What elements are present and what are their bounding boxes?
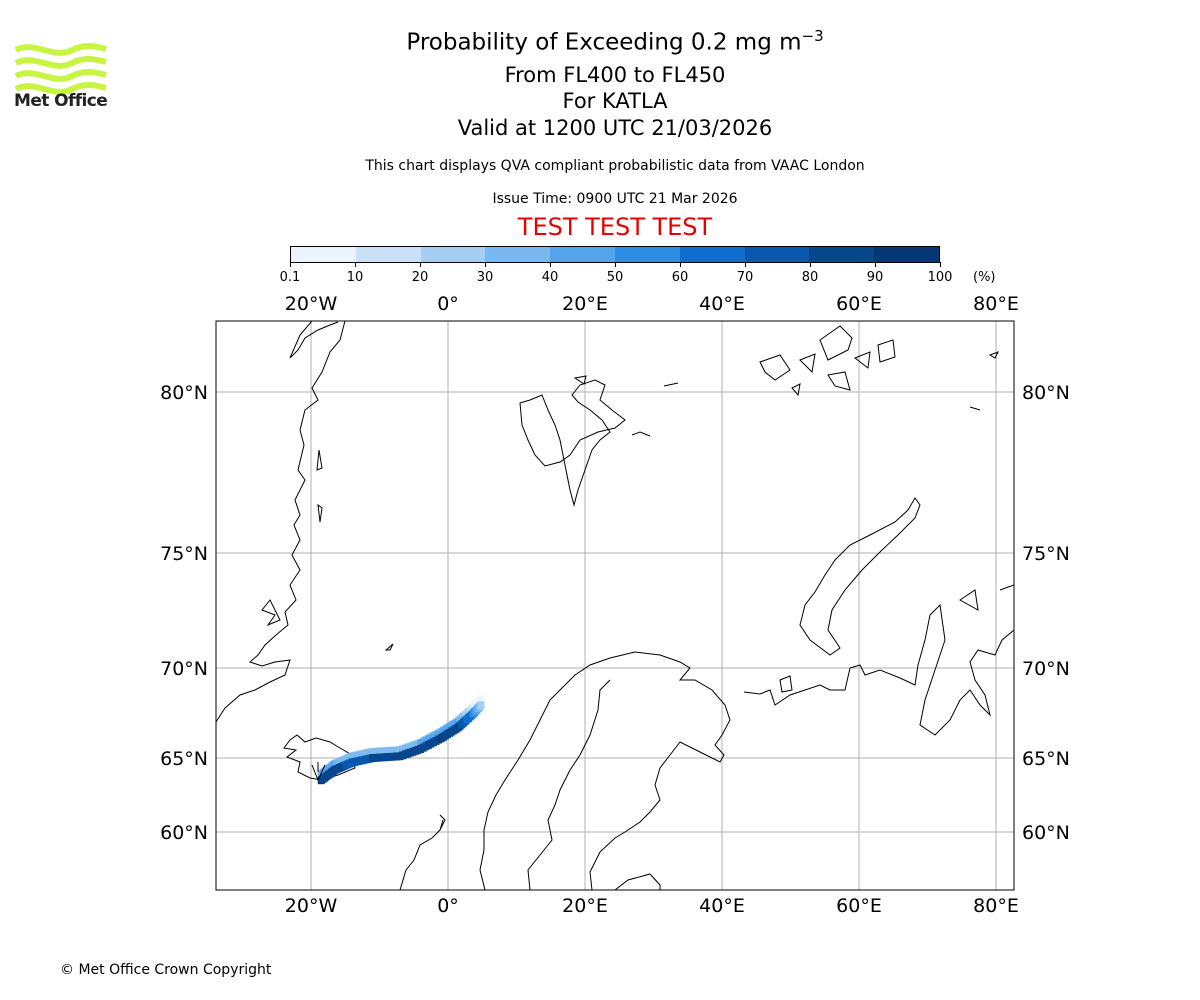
colorbar-label: 40 [541, 270, 559, 285]
colorbar-label: 80 [801, 270, 819, 285]
longitude-label: 40°E [699, 895, 745, 917]
colorbar-bin [550, 247, 615, 262]
colorbar-tick [550, 262, 551, 267]
colorbar-bin [744, 247, 810, 262]
colorbar-bin [809, 247, 875, 262]
longitude-label: 0° [437, 895, 459, 917]
colorbar-label: 10 [346, 270, 364, 285]
colorbar-bin [614, 247, 680, 262]
latitude-label: 70°N [160, 658, 208, 680]
colorbar-tick [290, 262, 291, 267]
colorbar-tick [875, 262, 876, 267]
colorbar-units: (%) [973, 270, 996, 285]
latitude-label: 60°N [160, 822, 208, 844]
colorbar-label: 50 [606, 270, 624, 285]
plume-cell [477, 701, 485, 710]
longitude-label: 0° [437, 293, 459, 315]
latitude-label: 75°N [160, 543, 208, 565]
colorbar-tick [745, 262, 746, 267]
colorbar-tick [940, 262, 941, 267]
colorbar-tick [680, 262, 681, 267]
graticule [216, 321, 1014, 890]
latitude-label: 65°N [1022, 748, 1070, 770]
test-banner: TEST TEST TEST [517, 213, 713, 241]
latitude-labels-left: 80°N 75°N 70°N 65°N 60°N [160, 382, 208, 844]
flight-level-range: From FL400 to FL450 [504, 63, 726, 87]
longitude-label: 40°E [699, 293, 745, 315]
colorbar-tick [615, 262, 616, 267]
colorbar-bin [420, 247, 486, 262]
longitude-label: 20°W [285, 895, 338, 917]
longitude-label: 80°E [973, 895, 1019, 917]
longitude-label: 20°W [285, 293, 338, 315]
colorbar-tick [485, 262, 486, 267]
colorbar-label: 100 [927, 270, 953, 285]
longitude-label: 80°E [973, 293, 1019, 315]
chart-title: Probability of Exceeding 0.2 mg m−3 [406, 27, 824, 56]
latitude-label: 80°N [160, 382, 208, 404]
longitude-label: 60°E [836, 895, 882, 917]
longitude-labels-bottom: 20°W 0° 20°E 40°E 60°E 80°E [285, 895, 1019, 917]
valid-time: Valid at 1200 UTC 21/03/2026 [457, 116, 773, 140]
issue-time: Issue Time: 0900 UTC 21 Mar 2026 [492, 191, 738, 207]
colorbar-bin [485, 247, 551, 262]
longitude-label: 60°E [836, 293, 882, 315]
coastlines [216, 321, 1014, 890]
met-office-logo-icon [14, 43, 107, 95]
colorbar-tick [355, 262, 356, 267]
colorbar-label: 70 [736, 270, 754, 285]
met-office-logo-text: Met Office [14, 91, 108, 111]
longitude-label: 20°E [562, 293, 608, 315]
colorbar-bin [679, 247, 745, 262]
colorbar-label: 30 [476, 270, 494, 285]
longitude-label: 20°E [562, 895, 608, 917]
colorbar-tick [420, 262, 421, 267]
chart-subtitle: This chart displays QVA compliant probab… [365, 158, 865, 174]
latitude-label: 65°N [160, 748, 208, 770]
colorbar-label: 0.1 [279, 270, 301, 285]
map-frame [215, 320, 1015, 891]
plume-cell [477, 695, 485, 702]
latitude-label: 70°N [1022, 658, 1070, 680]
colorbar-label: 20 [411, 270, 429, 285]
volcano-name: For KATLA [562, 89, 668, 113]
ash-plume [317, 695, 485, 785]
latitude-labels-right: 80°N 75°N 70°N 65°N 60°N [1022, 382, 1070, 844]
colorbar-bin [291, 247, 356, 262]
colorbar-label: 90 [866, 270, 884, 285]
latitude-label: 60°N [1022, 822, 1070, 844]
latitude-label: 80°N [1022, 382, 1070, 404]
longitude-labels-top: 20°W 0° 20°E 40°E 60°E 80°E [285, 293, 1019, 315]
colorbar-bin [874, 247, 939, 262]
latitude-label: 75°N [1022, 543, 1070, 565]
copyright-notice: © Met Office Crown Copyright [60, 962, 272, 978]
volcano-marker-icon [311, 762, 326, 782]
colorbar-tick [810, 262, 811, 267]
colorbar-label: 60 [671, 270, 689, 285]
colorbar-bin [355, 247, 421, 262]
